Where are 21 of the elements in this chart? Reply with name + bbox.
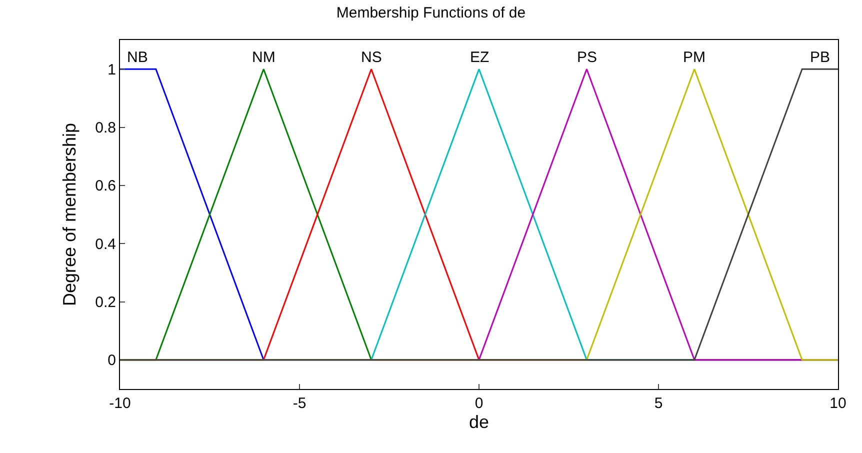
- y-tick-label: 0.8: [95, 120, 116, 136]
- x-tick-label: 0: [474, 395, 484, 412]
- y-tick-label: 0: [108, 352, 116, 370]
- series-label: EZ: [470, 49, 490, 66]
- series-label: NB: [127, 49, 148, 66]
- chart-title: Membership Functions of de: [336, 4, 526, 22]
- x-tick-label: -5: [292, 395, 306, 412]
- x-tick-label: -10: [109, 395, 131, 412]
- x-tick-label: 5: [654, 395, 663, 412]
- x-tick-label: 10: [830, 395, 846, 412]
- series-label: NS: [361, 49, 382, 66]
- series-label: PM: [683, 49, 706, 66]
- series-label: NM: [252, 49, 276, 66]
- y-axis-title: Degree of membership: [59, 122, 80, 306]
- y-tick-label: 0.4: [95, 236, 116, 253]
- y-tick-label: 1: [108, 61, 116, 78]
- series-label: PB: [810, 49, 830, 66]
- y-tick-label: 0.6: [95, 178, 116, 195]
- y-tick-label: 0.2: [95, 294, 116, 311]
- series-label: PS: [577, 49, 598, 66]
- x-axis-title: de: [468, 412, 490, 432]
